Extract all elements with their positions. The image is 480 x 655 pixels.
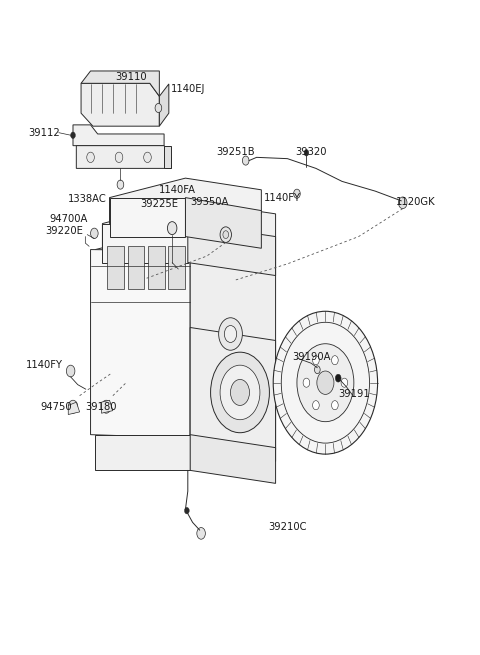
Circle shape <box>71 132 75 138</box>
Circle shape <box>303 378 310 387</box>
Polygon shape <box>128 246 144 289</box>
Text: 1140FA: 1140FA <box>159 185 196 195</box>
Circle shape <box>314 365 320 373</box>
Text: 39191: 39191 <box>338 389 370 399</box>
Polygon shape <box>148 246 165 289</box>
Circle shape <box>101 400 111 413</box>
Polygon shape <box>107 246 124 289</box>
Polygon shape <box>96 227 276 274</box>
Text: 39112: 39112 <box>29 128 60 138</box>
Polygon shape <box>190 251 276 449</box>
Polygon shape <box>81 83 159 126</box>
Circle shape <box>144 152 151 162</box>
Polygon shape <box>91 250 190 438</box>
Circle shape <box>219 318 242 350</box>
Text: 39220E: 39220E <box>46 227 84 236</box>
Polygon shape <box>164 145 171 168</box>
Circle shape <box>312 356 319 365</box>
Polygon shape <box>185 198 261 248</box>
Polygon shape <box>159 84 169 126</box>
Text: 94700A: 94700A <box>49 214 87 224</box>
Circle shape <box>224 326 237 343</box>
Circle shape <box>304 149 309 156</box>
Circle shape <box>87 152 95 162</box>
Circle shape <box>398 197 407 209</box>
Polygon shape <box>168 246 185 289</box>
Polygon shape <box>76 145 171 168</box>
Polygon shape <box>190 435 276 483</box>
Text: 39190A: 39190A <box>292 352 330 362</box>
Circle shape <box>273 311 378 454</box>
Circle shape <box>168 221 177 234</box>
Text: 1338AC: 1338AC <box>68 194 107 204</box>
Text: 39180: 39180 <box>85 402 117 412</box>
Circle shape <box>341 378 348 387</box>
Polygon shape <box>73 125 164 145</box>
Text: 94750: 94750 <box>40 402 72 412</box>
Circle shape <box>230 379 250 405</box>
Circle shape <box>242 156 249 165</box>
Polygon shape <box>109 178 261 223</box>
Polygon shape <box>102 201 276 250</box>
Circle shape <box>68 400 78 413</box>
Text: 1120GK: 1120GK <box>396 197 435 207</box>
Circle shape <box>332 356 338 365</box>
Text: 39110: 39110 <box>115 73 147 83</box>
Circle shape <box>197 527 205 539</box>
Circle shape <box>281 322 370 443</box>
Circle shape <box>336 374 341 382</box>
Text: 39320: 39320 <box>295 147 327 157</box>
Polygon shape <box>102 223 188 263</box>
Text: 39350A: 39350A <box>190 197 228 207</box>
Text: 39225E: 39225E <box>140 199 179 209</box>
Circle shape <box>317 371 334 394</box>
Circle shape <box>312 401 319 410</box>
Circle shape <box>223 231 228 238</box>
Polygon shape <box>81 71 159 96</box>
Circle shape <box>332 401 338 410</box>
Circle shape <box>91 228 98 238</box>
Text: 1140EJ: 1140EJ <box>171 83 205 94</box>
Polygon shape <box>68 402 80 415</box>
Circle shape <box>117 180 124 189</box>
Polygon shape <box>190 328 276 461</box>
Text: 1140FY: 1140FY <box>264 193 301 202</box>
Polygon shape <box>96 435 190 470</box>
Text: 1140FY: 1140FY <box>26 360 63 369</box>
Circle shape <box>297 344 354 422</box>
Circle shape <box>66 365 75 377</box>
Circle shape <box>115 152 123 162</box>
Text: 39210C: 39210C <box>268 522 307 532</box>
Text: 39251B: 39251B <box>216 147 254 157</box>
Polygon shape <box>109 198 185 236</box>
Circle shape <box>184 508 189 514</box>
Circle shape <box>220 227 231 242</box>
Circle shape <box>294 189 300 198</box>
Polygon shape <box>188 223 276 276</box>
Circle shape <box>220 365 260 420</box>
Circle shape <box>155 103 162 113</box>
Polygon shape <box>101 400 113 413</box>
Circle shape <box>211 352 269 433</box>
